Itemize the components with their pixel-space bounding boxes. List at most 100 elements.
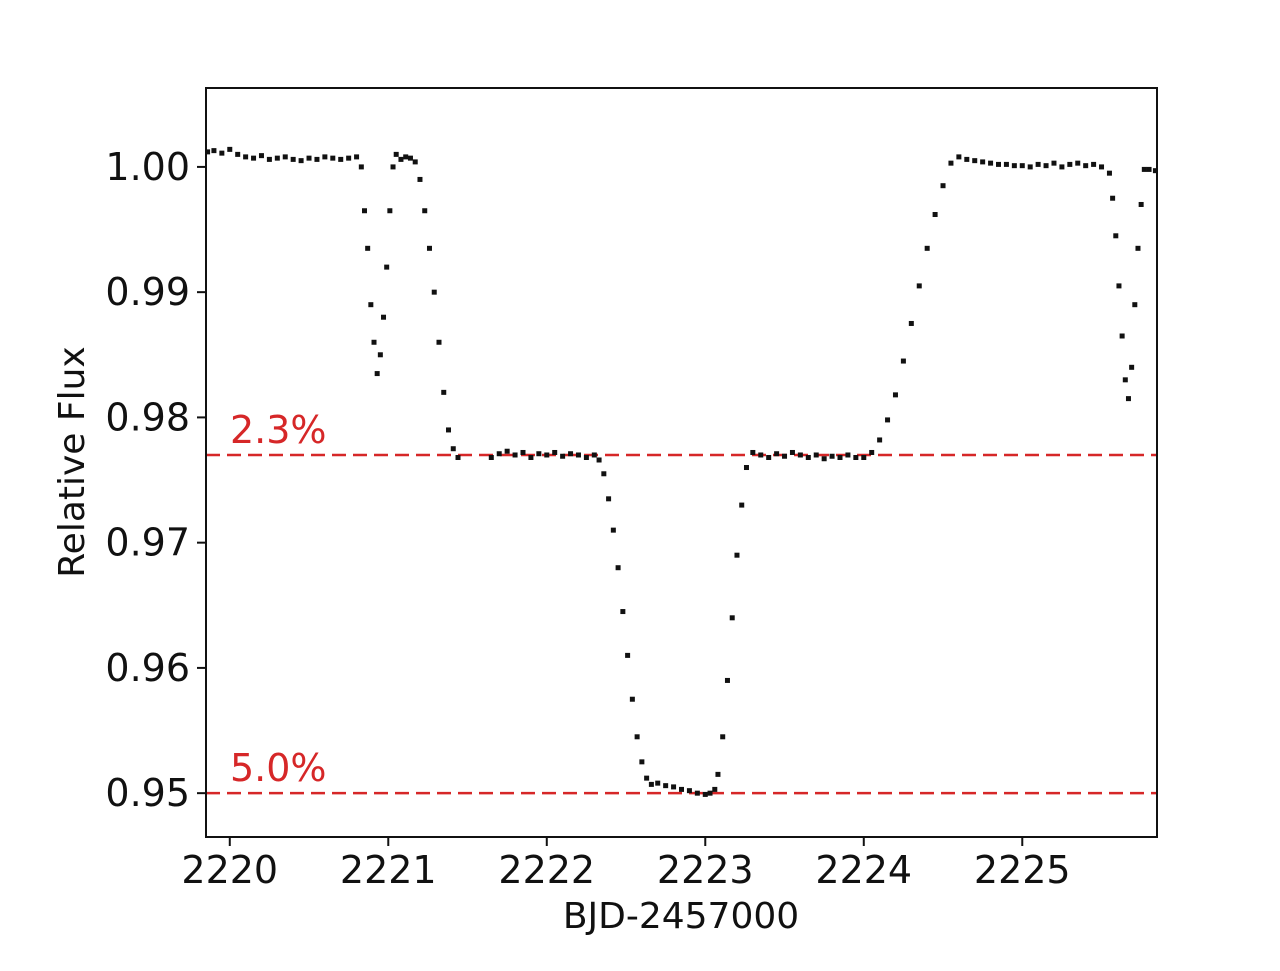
data-point bbox=[853, 454, 859, 460]
y-tick-label: 0.96 bbox=[105, 646, 190, 690]
data-point bbox=[729, 615, 735, 621]
data-point bbox=[1138, 201, 1144, 207]
data-point bbox=[235, 151, 241, 157]
data-point bbox=[805, 454, 811, 460]
data-point bbox=[924, 245, 930, 251]
data-point bbox=[1027, 164, 1033, 170]
data-point bbox=[346, 155, 352, 161]
data-point bbox=[1067, 161, 1073, 167]
data-point bbox=[679, 786, 684, 792]
data-point bbox=[1059, 164, 1065, 170]
data-point bbox=[403, 154, 409, 160]
reference-line-label: 2.3% bbox=[230, 408, 327, 452]
data-point bbox=[821, 456, 827, 462]
y-axis-label: Relative Flux bbox=[52, 346, 93, 577]
data-point bbox=[916, 283, 922, 289]
data-point bbox=[1019, 163, 1025, 169]
data-point bbox=[488, 454, 494, 460]
x-axis-label: BJD-2457000 bbox=[563, 896, 799, 937]
data-point bbox=[1152, 168, 1157, 174]
data-point bbox=[441, 389, 447, 395]
data-point bbox=[412, 159, 418, 165]
data-point bbox=[1113, 233, 1119, 239]
data-point bbox=[426, 245, 432, 251]
data-point bbox=[712, 786, 718, 792]
data-point bbox=[720, 734, 726, 740]
data-point bbox=[639, 759, 645, 765]
data-point bbox=[1083, 163, 1089, 169]
data-point bbox=[845, 452, 851, 458]
data-point bbox=[407, 155, 413, 161]
data-point bbox=[766, 454, 772, 460]
data-point bbox=[948, 160, 954, 166]
data-point bbox=[648, 781, 654, 787]
data-point bbox=[1122, 377, 1128, 383]
data-point bbox=[390, 164, 396, 170]
data-point bbox=[377, 352, 383, 358]
x-tick-label: 2223 bbox=[657, 848, 754, 892]
data-point bbox=[552, 449, 558, 455]
data-point bbox=[322, 154, 328, 160]
data-point bbox=[365, 245, 371, 251]
data-point bbox=[338, 156, 344, 162]
data-point bbox=[908, 320, 914, 326]
data-point bbox=[274, 155, 280, 161]
data-point bbox=[227, 146, 233, 152]
plot-background bbox=[206, 88, 1157, 837]
data-point bbox=[837, 454, 843, 460]
data-point bbox=[374, 371, 380, 377]
plot-frame bbox=[205, 87, 1158, 838]
data-point bbox=[694, 790, 700, 796]
data-point bbox=[671, 784, 677, 790]
x-tick-label: 2221 bbox=[340, 848, 437, 892]
data-point bbox=[431, 289, 437, 295]
data-point bbox=[358, 164, 364, 170]
data-point bbox=[634, 734, 640, 740]
data-point bbox=[964, 156, 970, 162]
x-tick-label: 2220 bbox=[181, 848, 278, 892]
data-point bbox=[544, 452, 550, 458]
data-point bbox=[686, 788, 692, 794]
data-point bbox=[724, 677, 730, 683]
data-point bbox=[422, 208, 428, 214]
data-point bbox=[644, 775, 650, 781]
x-tick-label: 2222 bbox=[498, 848, 595, 892]
data-point bbox=[1125, 396, 1131, 402]
data-point bbox=[869, 449, 875, 455]
data-point bbox=[496, 451, 502, 457]
data-point bbox=[1116, 283, 1122, 289]
data-point bbox=[211, 148, 217, 154]
data-point bbox=[1132, 302, 1138, 308]
data-point bbox=[243, 154, 249, 160]
y-tick-label: 1.00 bbox=[105, 145, 190, 189]
data-point bbox=[282, 154, 288, 160]
data-point bbox=[455, 454, 461, 460]
data-point bbox=[1119, 333, 1125, 339]
data-point bbox=[1146, 166, 1152, 172]
reference-line-label: 5.0% bbox=[230, 746, 327, 790]
data-point bbox=[330, 155, 336, 161]
data-point bbox=[290, 156, 296, 162]
y-tick-label: 0.98 bbox=[105, 395, 190, 439]
data-point bbox=[381, 314, 387, 320]
data-point bbox=[1129, 364, 1135, 370]
data-point bbox=[219, 150, 225, 156]
y-axis-ticks: 1.00 0.99 0.98 0.97 0.96 0.95 bbox=[105, 145, 206, 815]
data-point bbox=[520, 449, 526, 455]
x-tick-label: 2224 bbox=[815, 848, 912, 892]
data-point bbox=[512, 452, 518, 458]
data-point bbox=[758, 452, 764, 458]
data-point bbox=[417, 176, 423, 182]
data-point bbox=[536, 451, 542, 457]
data-point bbox=[393, 151, 399, 157]
data-point bbox=[251, 155, 257, 161]
data-point bbox=[739, 502, 745, 508]
data-point bbox=[956, 154, 962, 160]
data-point bbox=[362, 208, 367, 214]
data-point bbox=[528, 454, 534, 460]
data-point bbox=[314, 156, 320, 162]
data-point bbox=[892, 392, 898, 398]
data-point bbox=[620, 609, 626, 615]
data-point bbox=[996, 161, 1001, 167]
y-tick-label: 0.95 bbox=[105, 771, 190, 815]
